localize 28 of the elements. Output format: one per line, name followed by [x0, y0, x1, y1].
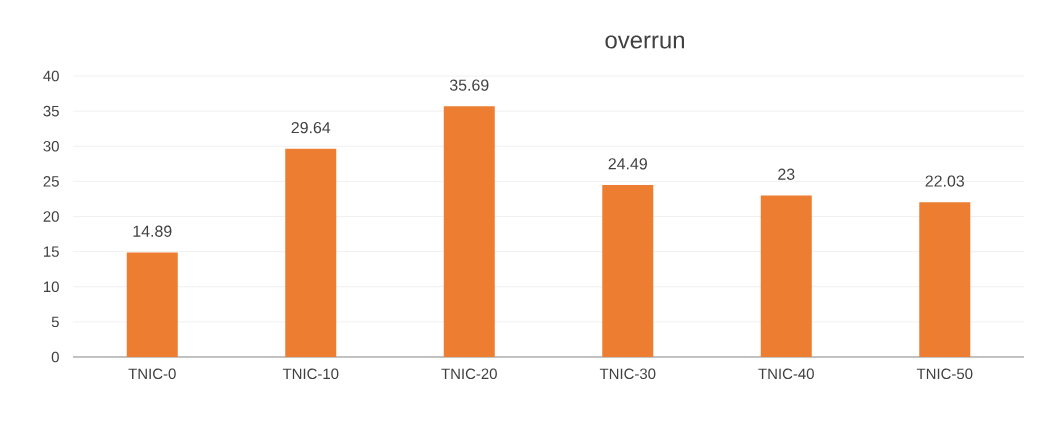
x-tick-label: TNIC-10: [282, 368, 339, 380]
bar: [126, 252, 178, 357]
x-tick-label: TNIC-50: [916, 368, 973, 380]
bar: [919, 202, 971, 357]
y-tick-label: 20: [43, 211, 59, 222]
data-label: 23: [778, 168, 795, 180]
y-tick-label: 5: [51, 316, 59, 328]
bar: [602, 184, 654, 357]
chart-title: overrun: [605, 35, 684, 49]
data-label: 22.03: [925, 175, 964, 187]
x-tick-label: TNIC-30: [599, 368, 656, 380]
data-label: 24.49: [608, 158, 647, 170]
data-label: 14.89: [133, 225, 172, 237]
bar: [443, 106, 495, 357]
y-tick-label: 25: [43, 176, 59, 187]
y-tick-label: 0: [51, 351, 59, 363]
x-tick-label: TNIC-20: [441, 368, 497, 380]
y-tick-label: 10: [44, 281, 59, 293]
y-tick-label: 15: [44, 246, 59, 257]
x-tick-label: TNIC-0: [128, 368, 176, 380]
data-label: 29.64: [291, 121, 331, 134]
bar: [760, 195, 812, 357]
y-tick-label: 35: [43, 105, 59, 117]
bar: [285, 148, 337, 357]
data-label: 35.69: [449, 79, 489, 91]
y-tick-label: 40: [43, 70, 59, 82]
x-tick-label: TNIC-40: [758, 368, 814, 380]
y-tick-label: 30: [43, 140, 59, 152]
